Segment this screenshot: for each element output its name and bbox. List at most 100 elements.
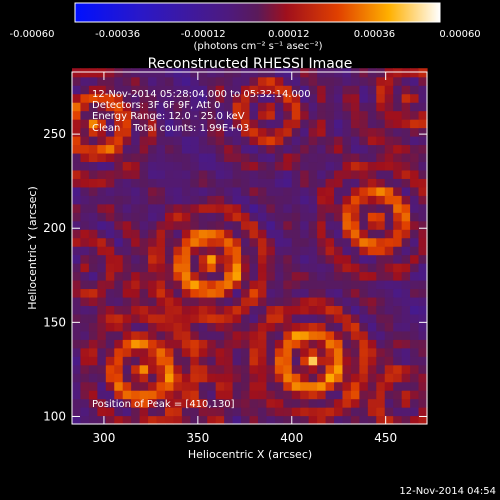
heatmap-cell <box>241 398 251 408</box>
heatmap-cell <box>325 195 335 205</box>
heatmap-cell <box>80 356 90 366</box>
heatmap-cell <box>376 381 386 391</box>
heatmap-cell <box>283 415 293 425</box>
heatmap-cell <box>274 288 284 298</box>
heatmap-cell <box>215 339 225 349</box>
heatmap-cell <box>274 313 284 323</box>
heatmap-cell <box>164 161 175 171</box>
heatmap-cell <box>88 195 98 205</box>
heatmap-cell <box>367 212 377 222</box>
annotation-time-range: 12-Nov-2014 05:28:04.000 to 05:32:14.000 <box>92 89 311 100</box>
heatmap-cell <box>367 390 377 400</box>
heatmap-cell <box>97 415 107 425</box>
heatmap-cell <box>376 76 386 86</box>
heatmap-cell <box>198 322 208 332</box>
heatmap-cell <box>241 288 251 298</box>
heatmap-cell <box>139 178 149 188</box>
heatmap-cell <box>401 339 411 349</box>
heatmap-cell <box>198 398 208 408</box>
heatmap-cell <box>334 390 344 400</box>
heatmap-cell <box>181 339 191 349</box>
heatmap-cell <box>257 322 268 332</box>
heatmap-cell <box>359 381 369 391</box>
heatmap-cell <box>232 415 242 425</box>
heatmap-cell <box>283 280 293 290</box>
heatmap-cell <box>317 144 327 154</box>
heatmap-cell <box>350 296 360 307</box>
heatmap-cell <box>317 381 327 391</box>
heatmap-cell <box>410 339 420 349</box>
heatmap-cell <box>266 169 276 179</box>
heatmap-cell <box>367 186 377 196</box>
heatmap-cell <box>198 390 208 400</box>
heatmap-cell <box>317 288 327 298</box>
heatmap-cell <box>173 322 183 332</box>
heatmap-cell <box>139 288 149 298</box>
heatmap-cell <box>384 195 394 205</box>
heatmap-cell <box>266 144 276 154</box>
heatmap-cell <box>122 169 132 179</box>
heatmap-cell <box>384 390 394 400</box>
heatmap-cell <box>367 254 377 264</box>
heatmap-cell <box>367 415 377 425</box>
heatmap-cell <box>156 237 166 247</box>
heatmap-cell <box>291 178 301 188</box>
heatmap-cell <box>325 313 335 323</box>
heatmap-cell <box>215 373 225 383</box>
heatmap-cell <box>190 381 200 391</box>
heatmap-cell <box>131 254 141 264</box>
heatmap-cell <box>334 313 344 323</box>
heatmap-cell <box>300 381 310 391</box>
heatmap-cell <box>139 152 149 163</box>
heatmap-cell <box>291 330 301 340</box>
heatmap-cell <box>334 407 344 417</box>
heatmap-cell <box>232 229 242 239</box>
heatmap-cell <box>393 110 403 120</box>
heatmap-cell <box>334 212 344 222</box>
heatmap-cell <box>148 127 158 137</box>
heatmap-cell <box>207 364 217 374</box>
heatmap-cell <box>198 195 208 205</box>
heatmap-cell <box>359 186 369 196</box>
heatmap-cell <box>114 288 124 298</box>
heatmap-cell <box>97 136 107 146</box>
heatmap-cell <box>393 152 403 163</box>
heatmap-cell <box>198 263 208 273</box>
heatmap-cell <box>325 102 335 112</box>
heatmap-cell <box>317 195 327 205</box>
heatmap-cell <box>207 169 217 179</box>
heatmap-cell <box>334 347 344 357</box>
heatmap-cell <box>342 161 352 171</box>
heatmap-cell <box>401 68 411 78</box>
heatmap-cell <box>317 313 327 323</box>
heatmap-cell <box>181 186 191 196</box>
heatmap-cell <box>401 313 411 323</box>
heatmap-cell <box>266 93 276 103</box>
heatmap-cell <box>249 229 259 239</box>
heatmap-cell <box>350 212 360 222</box>
heatmap-cell <box>257 339 268 349</box>
heatmap-cell <box>266 263 276 273</box>
heatmap-cell <box>190 110 200 120</box>
heatmap-cell <box>131 373 141 383</box>
heatmap-cell <box>418 178 428 188</box>
heatmap-cell <box>401 161 411 171</box>
heatmap-cell <box>232 407 242 417</box>
heatmap-cell <box>148 398 158 408</box>
heatmap-cell <box>317 178 327 188</box>
heatmap-cell <box>232 144 242 154</box>
heatmap-cell <box>156 313 166 323</box>
heatmap-cell <box>105 93 115 103</box>
heatmap-cell <box>257 288 268 298</box>
heatmap-cell <box>249 119 259 129</box>
heatmap-cell <box>97 296 107 307</box>
heatmap-cell <box>215 220 225 230</box>
heatmap-cell <box>367 161 377 171</box>
heatmap-cell <box>350 254 360 264</box>
heatmap-cell <box>350 195 360 205</box>
heatmap-cell <box>72 144 82 154</box>
heatmap-cell <box>300 364 310 374</box>
heatmap-cell <box>274 76 284 86</box>
heatmap-cell <box>131 220 141 230</box>
heatmap-cell <box>376 85 386 95</box>
